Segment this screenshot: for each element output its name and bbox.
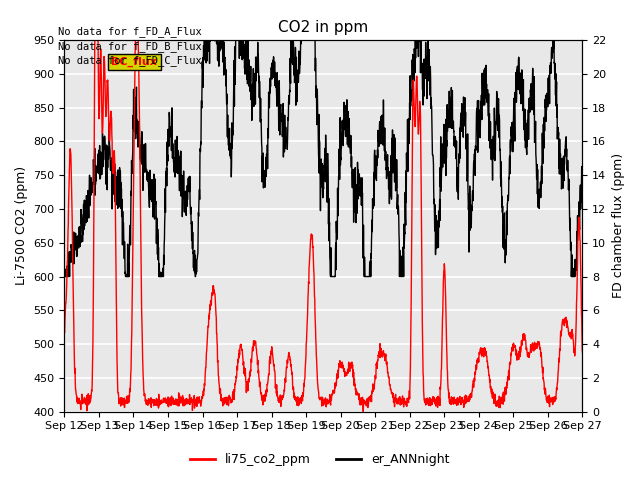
Text: No data for f_FD_C_Flux: No data for f_FD_C_Flux — [58, 55, 202, 66]
Text: No data for f_FD_B_Flux: No data for f_FD_B_Flux — [58, 41, 202, 52]
Text: No data for f_FD_A_Flux: No data for f_FD_A_Flux — [58, 26, 202, 37]
Title: CO2 in ppm: CO2 in ppm — [278, 20, 369, 35]
Text: BC_flux: BC_flux — [111, 57, 157, 67]
Y-axis label: Li-7500 CO2 (ppm): Li-7500 CO2 (ppm) — [15, 167, 28, 286]
Y-axis label: FD chamber flux (ppm): FD chamber flux (ppm) — [612, 153, 625, 299]
Legend: li75_co2_ppm, er_ANNnight: li75_co2_ppm, er_ANNnight — [186, 448, 454, 471]
